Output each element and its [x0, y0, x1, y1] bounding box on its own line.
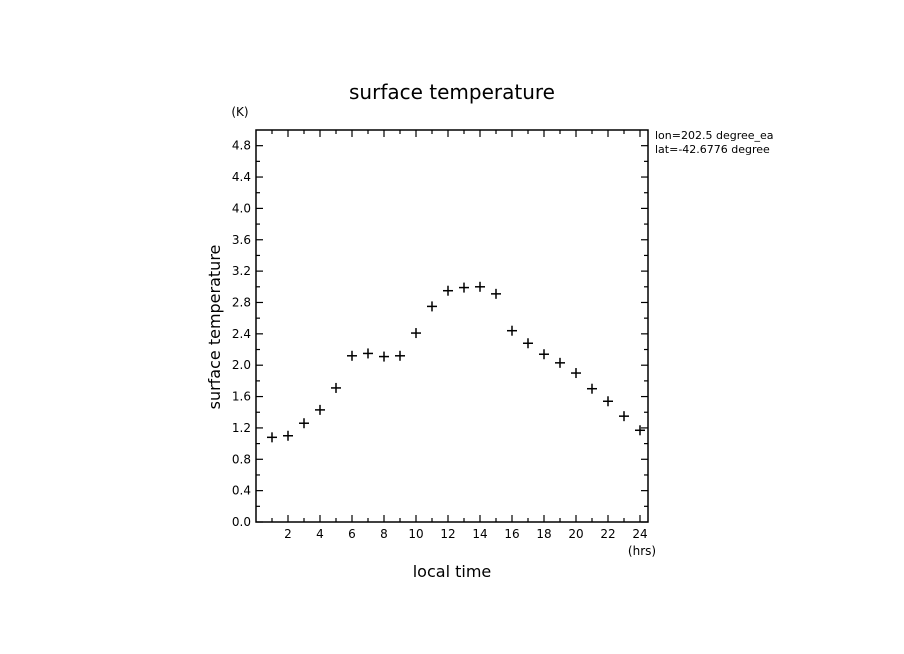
data-point — [507, 325, 517, 336]
y-tick-label: 4.4 — [232, 170, 251, 184]
lon-annotation: lon=202.5 degree_ea — [655, 129, 774, 142]
x-axis-label: local time — [413, 562, 492, 581]
x-tick-label: 2 — [284, 527, 292, 541]
data-point — [267, 432, 277, 443]
data-point — [395, 350, 405, 361]
data-point — [283, 430, 293, 441]
x-tick-label: 6 — [348, 527, 356, 541]
x-tick-label: 8 — [380, 527, 388, 541]
data-point — [603, 396, 613, 407]
axis-ticks — [256, 130, 648, 523]
y-tick-label: 2.0 — [232, 358, 251, 372]
data-point — [491, 288, 501, 299]
x-tick-label: 12 — [440, 527, 455, 541]
x-unit-label: (hrs) — [628, 544, 656, 558]
y-tick-label: 3.2 — [232, 264, 251, 278]
data-point — [539, 349, 549, 360]
data-point — [587, 383, 597, 394]
x-tick-label: 16 — [504, 527, 519, 541]
data-point — [475, 281, 485, 292]
y-tick-label: 3.6 — [232, 233, 251, 247]
x-tick-label: 18 — [536, 527, 551, 541]
data-point — [443, 285, 453, 296]
y-unit-label: (K) — [231, 105, 248, 119]
data-point — [347, 350, 357, 361]
data-point — [363, 348, 373, 359]
x-tick-label: 22 — [600, 527, 615, 541]
data-point — [315, 404, 325, 415]
y-tick-label: 2.4 — [232, 327, 251, 341]
annotation-clip-mask — [779, 125, 809, 160]
data-point — [635, 425, 645, 436]
data-point — [427, 301, 437, 312]
y-tick-label: 4.0 — [232, 201, 251, 215]
data-point — [459, 282, 469, 293]
x-tick-label: 14 — [472, 527, 487, 541]
data-point — [619, 411, 629, 422]
x-tick-label: 24 — [632, 527, 647, 541]
data-point — [523, 338, 533, 349]
y-tick-label: 0.4 — [232, 484, 251, 498]
data-point — [299, 418, 309, 429]
data-point — [555, 357, 565, 368]
y-tick-label: 0.8 — [232, 452, 251, 466]
y-tick-label: 0.0 — [232, 515, 251, 529]
data-point — [331, 382, 341, 393]
y-tick-label: 1.6 — [232, 390, 251, 404]
y-tick-label: 1.2 — [232, 421, 251, 435]
x-tick-label: 20 — [568, 527, 583, 541]
plot-frame — [255, 129, 649, 523]
data-points — [267, 281, 645, 443]
data-point — [379, 351, 389, 362]
y-axis-label: surface temperature — [205, 245, 224, 410]
x-tick-label: 4 — [316, 527, 324, 541]
data-point — [411, 328, 421, 339]
y-tick-labels: 0.0 0.4 0.8 1.2 1.6 2.0 2.4 2.8 3.2 3.6 4.0 4.4 4.8 — [232, 139, 251, 529]
y-tick-label: 2.8 — [232, 295, 251, 309]
x-tick-labels: 2 4 6 8 10 12 14 16 18 20 22 24 — [284, 527, 647, 541]
data-point — [571, 368, 581, 379]
lat-annotation: lat=-42.6776 degree — [655, 143, 770, 156]
x-tick-label: 10 — [408, 527, 423, 541]
y-tick-label: 4.8 — [232, 139, 251, 153]
chart-title: surface temperature — [349, 80, 555, 104]
